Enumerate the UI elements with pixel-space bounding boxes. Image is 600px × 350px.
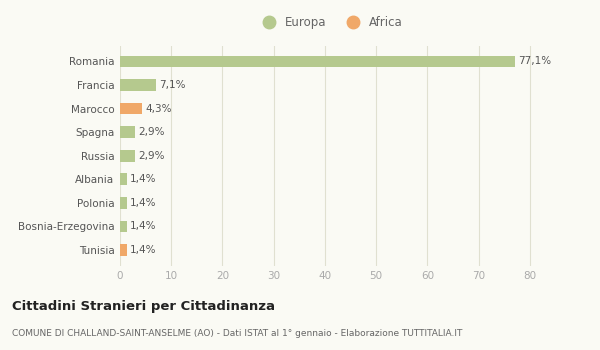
Text: 4,3%: 4,3% <box>145 104 172 114</box>
Bar <box>120 126 135 138</box>
Bar <box>120 220 127 232</box>
Bar <box>120 150 135 162</box>
Text: 1,4%: 1,4% <box>130 174 157 184</box>
Legend: Europa, Africa: Europa, Africa <box>252 12 408 34</box>
Text: 2,9%: 2,9% <box>138 151 164 161</box>
Text: 1,4%: 1,4% <box>130 222 157 231</box>
Text: 7,1%: 7,1% <box>160 80 186 90</box>
Text: COMUNE DI CHALLAND-SAINT-ANSELME (AO) - Dati ISTAT al 1° gennaio - Elaborazione : COMUNE DI CHALLAND-SAINT-ANSELME (AO) - … <box>12 329 463 338</box>
Bar <box>120 79 157 91</box>
Bar <box>120 244 127 256</box>
Text: 2,9%: 2,9% <box>138 127 164 137</box>
Bar <box>120 197 127 209</box>
Bar <box>120 103 142 114</box>
Text: 77,1%: 77,1% <box>518 56 551 66</box>
Bar <box>120 174 127 185</box>
Bar <box>120 56 515 67</box>
Text: 1,4%: 1,4% <box>130 245 157 255</box>
Text: Cittadini Stranieri per Cittadinanza: Cittadini Stranieri per Cittadinanza <box>12 300 275 313</box>
Text: 1,4%: 1,4% <box>130 198 157 208</box>
